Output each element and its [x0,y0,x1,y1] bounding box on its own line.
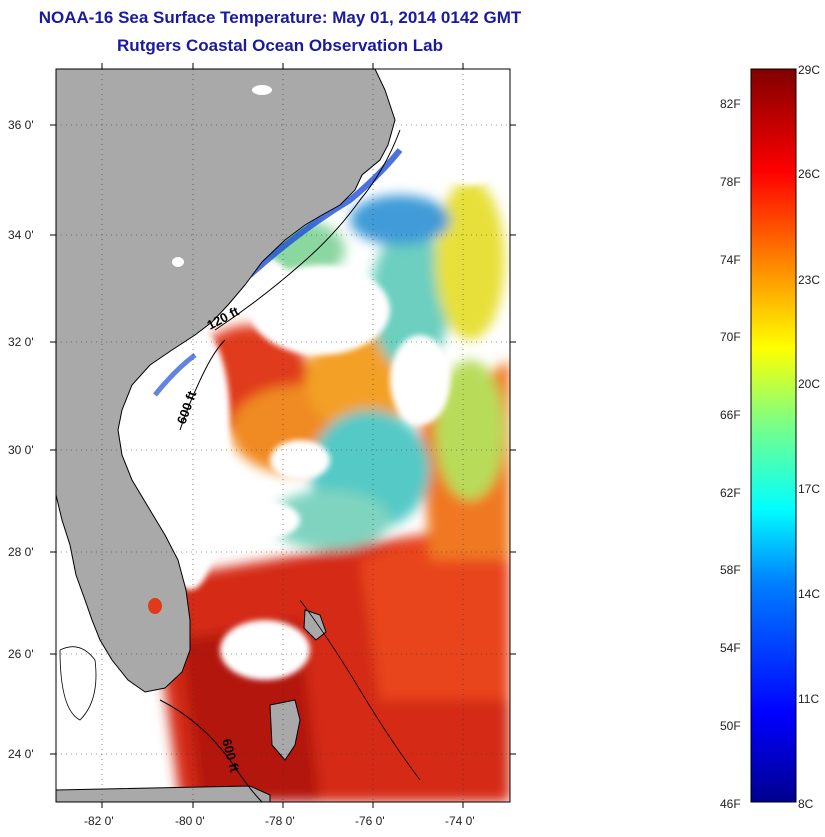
cb-f-82: 82F [720,97,741,111]
cb-c-29: 29C [798,63,820,77]
cb-f-78: 78F [720,175,741,189]
cb-f-46: 46F [720,797,741,811]
cb-c-11: 11C [798,692,819,706]
cb-f-66: 66F [720,408,741,422]
lon-label-80: -80 0' [175,814,205,828]
cb-f-62: 62F [720,486,741,500]
cb-f-58: 58F [720,563,741,577]
cb-c-17: 17C [798,482,820,496]
cb-f-54: 54F [720,641,741,655]
lon-label-78: -78 0' [265,814,295,828]
map-subtitle: Rutgers Coastal Ocean Observation Lab [117,36,443,55]
cb-c-20: 20C [798,377,820,391]
cb-c-23: 23C [798,273,820,287]
cb-f-50: 50F [720,719,741,733]
tick-marks [50,63,516,808]
cb-c-14: 14C [798,587,820,601]
lat-label-32: 32 0' [8,335,34,349]
land-mass [56,69,396,693]
lon-label-76: -76 0' [355,814,385,828]
lon-label-82: -82 0' [84,814,114,828]
cb-c-26: 26C [798,167,820,181]
lat-label-36: 36 0' [8,118,34,132]
sst-field [150,180,510,802]
lat-label-24: 24 0' [8,747,34,761]
cb-c-8: 8C [798,797,814,811]
colorbar [750,68,797,803]
cb-f-70: 70F [720,330,741,344]
grid-lines [56,69,510,802]
lat-label-34: 34 0' [8,228,34,242]
lat-label-28: 28 0' [8,545,34,559]
map-plot: 120 ft 600 ft 600 ft [56,69,510,802]
bahamas-land [269,699,301,761]
lat-label-30: 30 0' [8,443,34,457]
lat-label-26: 26 0' [8,647,34,661]
lon-label-74: -74 0' [445,814,475,828]
cb-f-74: 74F [720,253,741,267]
map-title: NOAA-16 Sea Surface Temperature: May 01,… [38,8,522,27]
